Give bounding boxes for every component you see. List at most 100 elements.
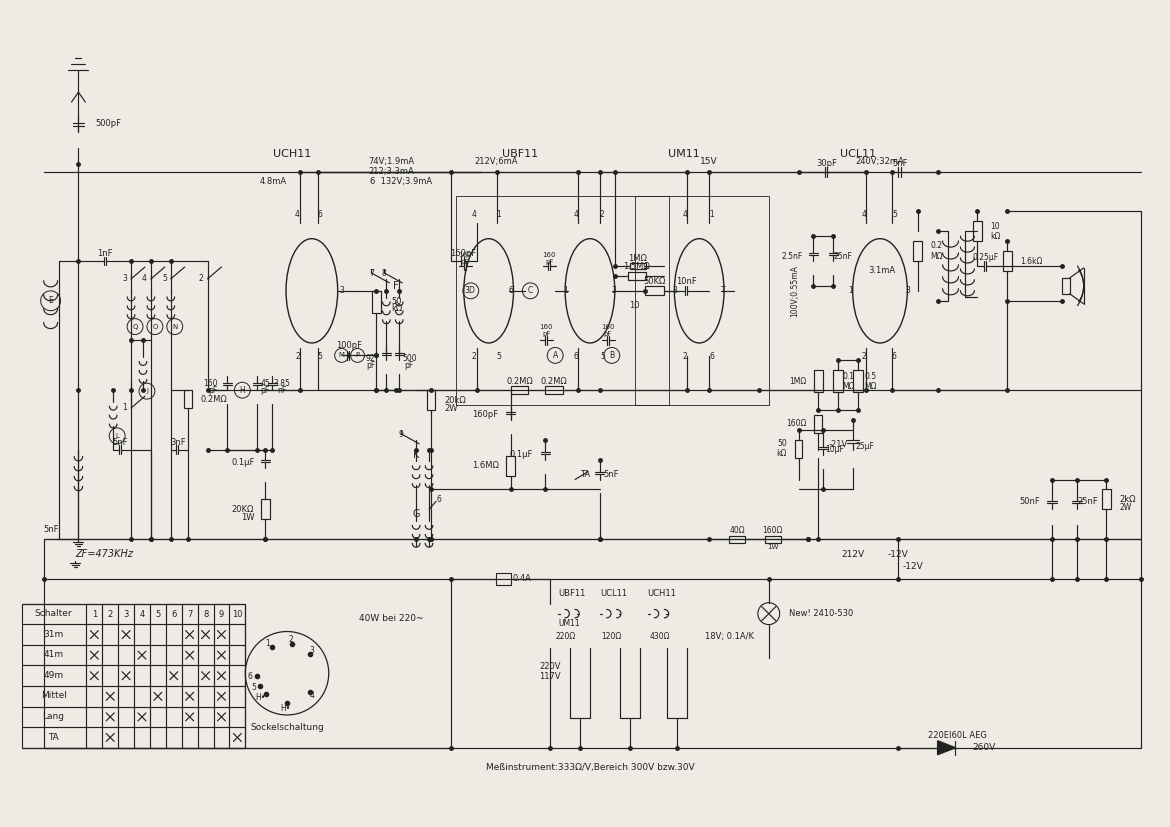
Bar [628,272,646,280]
Text: 2: 2 [472,351,476,361]
Text: 2.5nF: 2.5nF [782,251,803,261]
Text: 160
pF: 160 pF [539,324,553,337]
Text: TA: TA [580,470,590,479]
Bar [507,456,515,476]
Text: 10: 10 [232,609,242,619]
Text: 1MΩ: 1MΩ [628,254,647,262]
Text: 3: 3 [123,609,129,619]
Bar [914,241,922,261]
Text: 4: 4 [142,275,147,284]
Text: 49m: 49m [43,671,63,680]
Text: 0.5
MΩ: 0.5 MΩ [863,371,876,391]
Text: 6: 6 [318,210,323,219]
Bar [456,197,669,405]
Text: H: H [240,385,246,394]
Text: 3: 3 [673,286,677,295]
Text: 1.6kΩ: 1.6kΩ [1020,256,1042,265]
Text: 0.2MΩ: 0.2MΩ [200,394,227,404]
Text: 74V;1.9mA: 74V;1.9mA [369,157,414,166]
Text: 3nF: 3nF [170,438,186,447]
Text: 5: 5 [600,351,605,361]
Text: 220Ω: 220Ω [555,632,576,641]
Text: UM11: UM11 [668,149,700,159]
Text: 25nF: 25nF [834,251,853,261]
Text: 2kΩ: 2kΩ [1120,495,1136,504]
Text: 4: 4 [295,210,300,219]
Text: M: M [338,352,345,358]
Text: 160
pF: 160 pF [459,251,472,265]
Text: P: P [356,352,359,358]
Text: New! 2410-530: New! 2410-530 [789,609,853,618]
Text: B: B [610,351,614,360]
Text: 2: 2 [199,275,204,284]
Text: 1MΩ: 1MΩ [790,377,806,385]
Text: Schalter: Schalter [35,609,73,618]
Text: 1nF: 1nF [97,249,113,257]
Text: 15V: 15V [701,157,718,166]
Bar [814,415,823,433]
Text: 1: 1 [91,609,97,619]
Text: 220EI60L AEG: 220EI60L AEG [928,731,987,740]
Bar [427,390,435,410]
Text: UCH11: UCH11 [273,149,311,159]
Text: 50KΩ: 50KΩ [644,277,666,286]
Bar [184,390,192,408]
Text: 25μF: 25μF [855,442,874,452]
Text: 6: 6 [171,609,177,619]
Text: 2W: 2W [443,404,457,413]
Text: 5: 5 [156,609,160,619]
Text: 5: 5 [161,275,167,284]
Text: 240V;32mA: 240V;32mA [855,157,904,166]
Text: 5nF: 5nF [43,524,60,533]
Text: 3.85: 3.85 [274,379,290,388]
Text: UM11: UM11 [558,619,580,628]
Text: UCH11: UCH11 [647,590,676,598]
Text: 9: 9 [219,609,225,619]
Bar [853,370,863,392]
Text: 1.6MΩ: 1.6MΩ [472,461,498,470]
Text: 3: 3 [309,647,314,655]
Text: 1W: 1W [241,513,254,522]
Text: K: K [413,450,419,460]
Text: Sockelschaltung: Sockelschaltung [250,724,324,733]
Bar [813,370,824,392]
Bar [765,536,780,543]
Bar [634,197,769,405]
Bar [261,500,269,519]
Text: 4: 4 [472,210,476,219]
Bar [833,370,844,392]
Text: 50nF: 50nF [1019,497,1040,506]
Text: 7: 7 [369,270,374,279]
Text: 1W: 1W [768,544,778,550]
Text: 160Ω: 160Ω [786,419,806,428]
Text: ZF=473KHz: ZF=473KHz [75,549,133,559]
Text: 6: 6 [436,495,441,504]
Text: 7: 7 [187,609,192,619]
Text: TA: TA [48,733,58,742]
Text: 0.2MΩ: 0.2MΩ [507,377,532,385]
Text: 0.4A: 0.4A [512,575,531,583]
Text: pF: pF [208,385,218,394]
Bar [1062,278,1069,294]
Text: 3: 3 [339,286,344,295]
Bar [545,386,563,394]
Text: 8: 8 [381,270,387,279]
Text: 0.1
MΩ: 0.1 MΩ [842,371,854,391]
Text: 40Ω: 40Ω [729,526,745,535]
Bar [1102,490,1110,509]
Bar [22,604,246,748]
Text: UBF11: UBF11 [558,590,585,598]
Text: A: A [552,351,558,360]
Text: 5: 5 [252,683,256,692]
Text: G: G [412,509,420,519]
Text: nF: nF [277,385,287,394]
Text: 3: 3 [906,286,910,295]
Text: 430Ω: 430Ω [649,632,669,641]
Text: L: L [115,433,119,439]
Text: 120Ω: 120Ω [601,632,622,641]
Text: 212;3.3mA: 212;3.3mA [369,167,414,176]
Text: O: O [152,323,158,330]
Text: 10: 10 [629,301,640,310]
Text: 3: 3 [464,286,469,295]
Text: 6: 6 [892,351,896,361]
